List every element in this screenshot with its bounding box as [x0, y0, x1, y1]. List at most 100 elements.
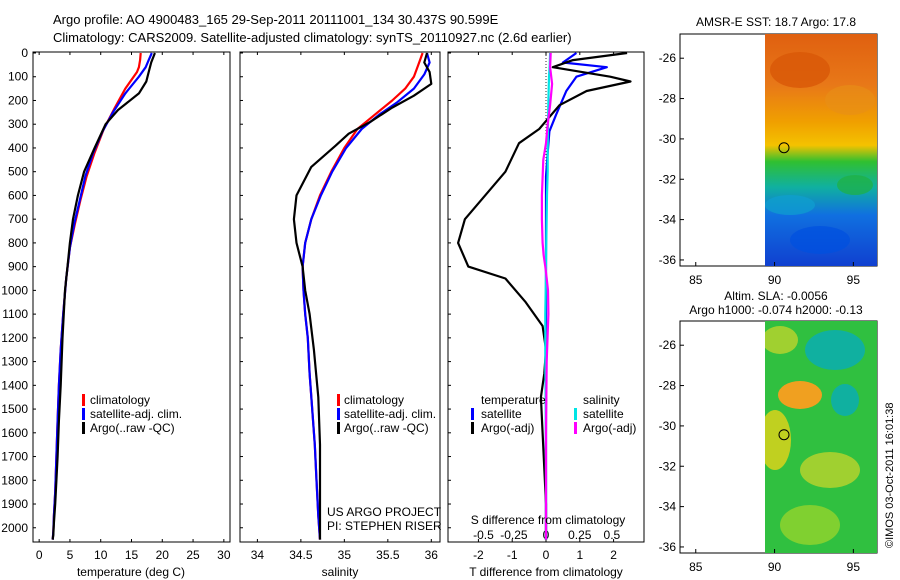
y-tick-label: -34: [659, 500, 677, 514]
legend-label-argo-s: Argo(-adj): [583, 421, 636, 435]
difference-plot: -2 -1 0 1 2-0.5 -0.25 0 0.25 0.5: [448, 51, 632, 562]
y-tick-label: 1800: [1, 473, 28, 487]
figure-title-line1: Argo profile: AO 4900483_165 29-Sep-2011…: [53, 12, 499, 27]
x-tick-label: 0: [36, 548, 43, 562]
legend-swatch-satellite: [337, 408, 340, 420]
legend-label-argo: Argo(..raw -QC): [344, 421, 429, 435]
s-tick-label: -0.25: [500, 528, 528, 542]
series-line-climatology: [51, 52, 142, 540]
x-tick-label: 2: [610, 548, 617, 562]
y-tick-label: 600: [8, 188, 28, 202]
temperature-legend: climatology satellite-adj. clim. Argo(..…: [82, 393, 182, 435]
x-tick-label: 90: [768, 560, 782, 574]
series-line-argo-raw-qc: [292, 52, 433, 540]
x-tick-label: 85: [689, 273, 703, 287]
x-tick-label: -1: [507, 548, 518, 562]
x-tick-label: 95: [847, 560, 861, 574]
y-tick-label: -36: [659, 540, 677, 554]
y-tick-label: -32: [659, 172, 677, 186]
x-tick-label: 90: [768, 273, 782, 287]
y-tick-label: 1900: [1, 497, 28, 511]
y-tick-label: -30: [659, 419, 677, 433]
x-tick-label: 34: [251, 548, 265, 562]
y-tick-label: 500: [8, 165, 28, 179]
y-tick-label: 800: [8, 236, 28, 250]
sla-map: Altim. SLA: -0.0056 Argo h1000: -0.074 h…: [659, 289, 878, 574]
y-tick-label: 100: [8, 70, 28, 84]
salinity-x-label: salinity: [322, 565, 359, 579]
y-tick-label: -34: [659, 213, 677, 227]
legend-swatch-argo-s: [574, 422, 577, 434]
y-tick-label: -36: [659, 253, 677, 267]
x-tick-label: 5: [67, 548, 74, 562]
temperature-plot-frame: [32, 51, 231, 543]
salinity-plot: 34 34.5 35 35.5 36: [240, 52, 438, 562]
y-tick-label: 700: [8, 212, 28, 226]
series-line-satellite: [544, 52, 552, 540]
y-tick-label: 1400: [1, 378, 28, 392]
pi-annotation: PI: STEPHEN RISER: [327, 519, 442, 533]
y-tick-label: -28: [659, 379, 677, 393]
x-tick-label: 0: [543, 548, 550, 562]
legend-title-salinity: salinity: [583, 393, 620, 407]
sst-field: [765, 34, 877, 266]
legend-swatch-argo-t: [471, 422, 474, 434]
x-tick-label: 36: [425, 548, 439, 562]
legend-swatch-climatology: [82, 394, 85, 406]
x-tick-label: 1: [576, 548, 583, 562]
legend-label-satellite-t: satellite: [481, 407, 522, 421]
sst-map-title: AMSR-E SST: 18.7 Argo: 17.8: [696, 15, 856, 29]
sst-map: AMSR-E SST: 18.7 Argo: 17.8 -26 -28 -30 -32…: [659, 15, 878, 287]
series-line-satellite: [544, 52, 608, 540]
x-tick-label: 20: [156, 548, 170, 562]
legend-swatch-satellite-t: [471, 408, 474, 420]
x-tick-label: 34.5: [289, 548, 313, 562]
s-tick-label: -0.5: [473, 528, 494, 542]
legend-title-temperature: temperature: [481, 393, 546, 407]
x-tick-label: 30: [217, 548, 231, 562]
x-tick-label: 15: [125, 548, 139, 562]
y-tick-label: -30: [659, 132, 677, 146]
legend-label-satellite-s: satellite: [583, 407, 624, 421]
y-tick-label: 1000: [1, 283, 28, 297]
legend-label-climatology: climatology: [344, 393, 404, 407]
y-tick-label: 2000: [1, 521, 28, 535]
sla-map-ticks: -26 -28 -30 -32 -34 -36 85 90 95: [659, 338, 861, 574]
series-line-satellite-adj-clim: [301, 52, 431, 540]
legend-swatch-argo: [82, 422, 85, 434]
copyright-credit: ©IMOS 03-Oct-2011 16:01:38: [884, 403, 896, 548]
y-tick-label: 300: [8, 117, 28, 131]
legend-swatch-climatology: [337, 394, 340, 406]
y-tick-label: 1200: [1, 331, 28, 345]
x-tick-label: 95: [847, 273, 861, 287]
y-tick-label: 900: [8, 260, 28, 274]
series-line-argo-adj: [457, 51, 632, 540]
x-tick-label: 35: [338, 548, 352, 562]
x-tick-label: -2: [473, 548, 484, 562]
y-tick-label: 1700: [1, 450, 28, 464]
sla-field: [765, 321, 877, 553]
temperature-x-label: temperature (deg C): [77, 565, 185, 579]
y-tick-label: 400: [8, 141, 28, 155]
t-difference-x-label: T difference from climatology: [469, 565, 623, 579]
s-tick-label: 0.25: [568, 528, 592, 542]
y-tick-label: 1600: [1, 426, 28, 440]
y-tick-label: 1500: [1, 402, 28, 416]
legend-label-climatology: climatology: [90, 393, 150, 407]
legend-swatch-argo: [337, 422, 340, 434]
project-annotation: US ARGO PROJECT: [327, 505, 442, 519]
sla-map-title: Altim. SLA: -0.0056: [724, 289, 828, 303]
float-position-marker: [778, 142, 790, 154]
y-tick-label: 0: [21, 46, 28, 60]
y-tick-label: -26: [659, 51, 677, 65]
x-tick-label: 35.5: [376, 548, 400, 562]
y-tick-label: 1300: [1, 355, 28, 369]
s-tick-label: 0.5: [604, 528, 621, 542]
salinity-plot-frame: [239, 51, 441, 543]
y-tick-label: 200: [8, 93, 28, 107]
legend-label-satellite: satellite-adj. clim.: [90, 407, 182, 421]
x-tick-label: 25: [186, 548, 200, 562]
salinity-legend: climatology satellite-adj. clim. Argo(..…: [337, 393, 436, 435]
float-position-marker: [778, 429, 790, 441]
